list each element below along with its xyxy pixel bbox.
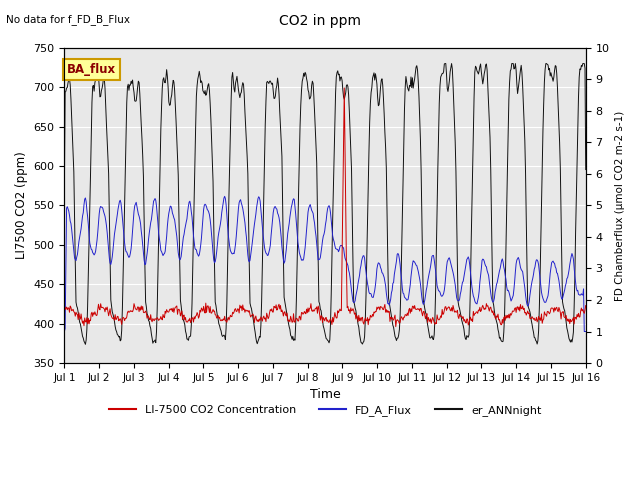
Text: BA_flux: BA_flux (67, 63, 116, 76)
Y-axis label: LI7500 CO2 (ppm): LI7500 CO2 (ppm) (15, 152, 28, 259)
Y-axis label: FD Chamberflux (μmol CO2 m-2 s-1): FD Chamberflux (μmol CO2 m-2 s-1) (615, 110, 625, 300)
Text: CO2 in ppm: CO2 in ppm (279, 14, 361, 28)
X-axis label: Time: Time (310, 388, 340, 401)
Legend: LI-7500 CO2 Concentration, FD_A_Flux, er_ANNnight: LI-7500 CO2 Concentration, FD_A_Flux, er… (104, 401, 546, 420)
Text: No data for f_FD_B_Flux: No data for f_FD_B_Flux (6, 14, 131, 25)
